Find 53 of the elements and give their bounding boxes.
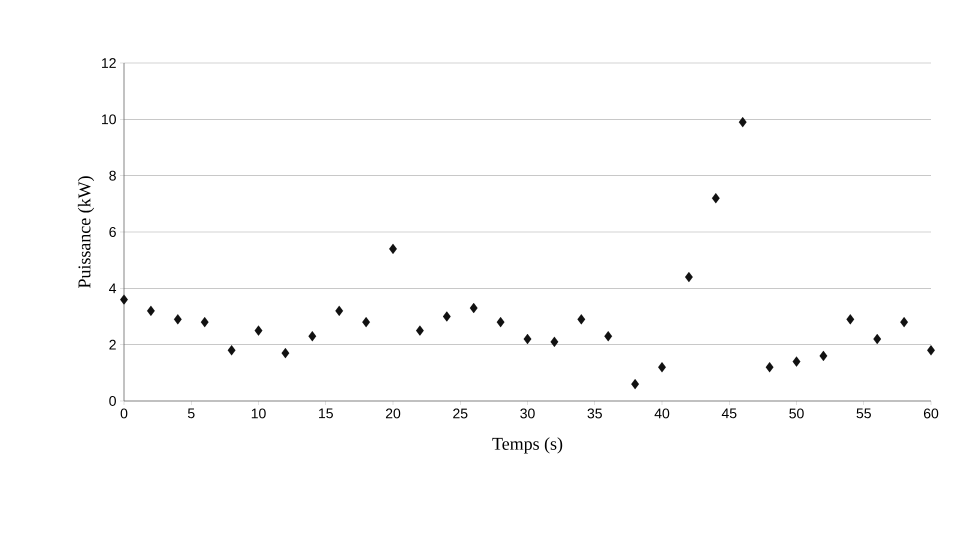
point: [846, 314, 854, 325]
y-axis-title: Puissance (kW): [78, 176, 94, 288]
point: [927, 345, 935, 356]
x-tick-label: 10: [252, 408, 266, 418]
point: [766, 362, 774, 372]
y-tick-label: 0: [109, 396, 116, 406]
y-tick-label: 10: [102, 114, 116, 124]
x-tick-label: 20: [386, 408, 400, 418]
x-tick-label: 55: [856, 408, 871, 418]
x-tick-label: 30: [520, 408, 535, 418]
y-tick-label: 2: [109, 340, 116, 350]
x-tick-label: 40: [654, 408, 670, 418]
x-tick-label: 45: [722, 408, 736, 418]
x-tick-label: 50: [789, 408, 804, 418]
point: [900, 316, 908, 328]
x-tick-label: 35: [588, 408, 602, 418]
y-tick-label: 8: [109, 170, 116, 181]
x-tick-label: 0: [120, 408, 128, 418]
point: [524, 334, 532, 344]
point: [819, 350, 828, 362]
point: [550, 336, 558, 348]
point: [389, 244, 397, 254]
point: [228, 345, 236, 356]
point: [577, 314, 586, 325]
x-tick-label: 60: [924, 408, 938, 418]
point: [712, 192, 720, 204]
point: [873, 334, 882, 344]
x-tick-label: 5: [188, 408, 195, 418]
point: [470, 302, 478, 314]
y-tick-label: 12: [102, 58, 116, 68]
point: [146, 306, 155, 316]
point: [738, 116, 747, 128]
point: [604, 331, 612, 342]
point: [335, 306, 344, 316]
point: [658, 362, 666, 372]
point: [200, 316, 209, 328]
point: [254, 325, 262, 336]
x-tick-label: 15: [319, 408, 333, 418]
point: [281, 348, 290, 358]
point: [120, 294, 128, 305]
y-tick-label: 4: [109, 284, 116, 294]
point: [362, 316, 370, 328]
point: [792, 356, 800, 367]
point: [496, 316, 505, 328]
point: [631, 378, 640, 390]
point: [684, 272, 693, 282]
point: [308, 331, 316, 342]
point: [442, 311, 451, 322]
x-axis-title: Temps (s): [492, 437, 562, 454]
x-tick-label: 25: [453, 408, 468, 418]
point: [416, 325, 424, 336]
y-tick-label: 6: [109, 227, 116, 237]
point: [174, 314, 182, 325]
